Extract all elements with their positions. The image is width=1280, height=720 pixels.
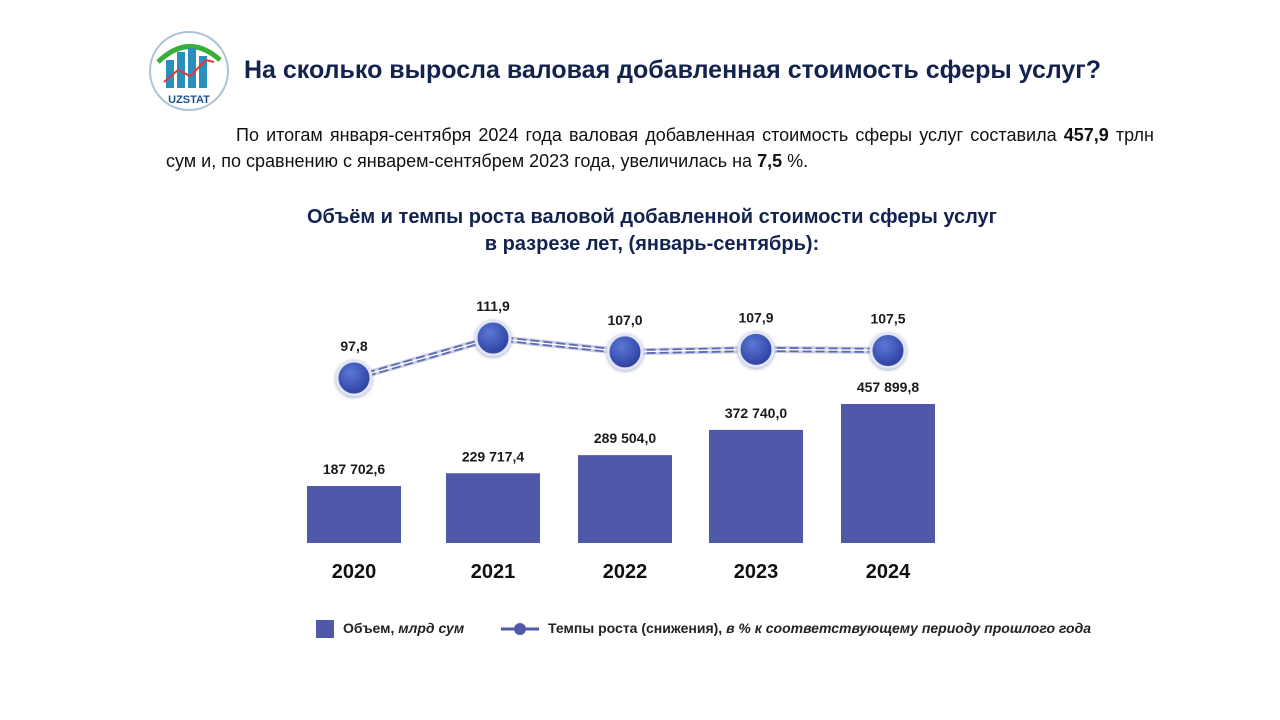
bar-label-2023: 372 740,0: [725, 405, 787, 421]
legend-bar-swatch: [316, 620, 334, 639]
category-label-2024: 2024: [866, 561, 911, 583]
bar-2021: [446, 473, 540, 543]
bar-2023: [709, 429, 803, 543]
chart-title-line1: Объём и темпы роста валовой добавленной …: [306, 206, 997, 228]
bar-label-2020: 187 702,6: [323, 461, 385, 477]
growth-marker-2022: [606, 333, 644, 371]
value-trillion: 457,9: [1063, 125, 1109, 145]
legend-line-swatch: [501, 623, 539, 636]
legend-line: Темпы роста (снижения), в % к соответств…: [500, 620, 1091, 637]
bar-label-2024: 457 899,8: [857, 379, 919, 395]
summary-paragraph: По итогам января-сентября 2024 года вало…: [166, 125, 1154, 171]
bar-label-2022: 289 504,0: [594, 430, 656, 446]
legend-bar: Объем, млрд сум: [316, 620, 464, 639]
category-label-2021: 2021: [471, 561, 516, 583]
uzstat-logo: UZSTAT: [149, 31, 229, 111]
growth-marker-2021: [474, 319, 512, 357]
bar-2020: [307, 486, 401, 543]
category-label-2022: 2022: [603, 561, 648, 583]
logo-text: UZSTAT: [168, 94, 210, 106]
page-title: На сколько выросла валовая добавленная с…: [244, 56, 1101, 84]
bar-label-2021: 229 717,4: [462, 448, 524, 464]
bar-2022: [578, 455, 672, 543]
growth-marker-2024: [869, 331, 907, 369]
growth-label-2023: 107,9: [738, 309, 773, 325]
category-label-2023: 2023: [734, 561, 779, 583]
growth-label-2024: 107,5: [870, 310, 905, 326]
chart-title-line2: в разрезе лет, (январь-сентябрь):: [484, 233, 820, 255]
bar-2024: [841, 404, 935, 543]
growth-label-2022: 107,0: [607, 312, 642, 328]
growth-label-2021: 111,9: [476, 298, 510, 314]
growth-label-2020: 97,8: [340, 338, 367, 354]
chart-title: Объём и темпы роста валовой добавленной …: [200, 204, 1104, 258]
category-label-2020: 2020: [332, 561, 377, 583]
value-growth: 7,5: [757, 151, 783, 171]
growth-marker-2023: [737, 330, 775, 368]
growth-marker-2020: [335, 359, 373, 397]
